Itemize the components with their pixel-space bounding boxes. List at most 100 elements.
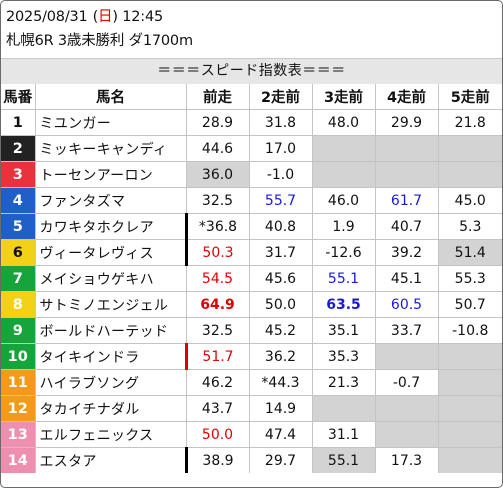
table-row: 14 エスタア 38.9 29.7 55.1 17.3: [1, 447, 502, 473]
speed-5-races-ago: [437, 343, 502, 370]
col-header-3-races-ago: 3走前: [311, 84, 376, 110]
table-row: 7 メイショウゲキハ 54.5 45.6 55.1 45.1 55.3: [1, 265, 502, 292]
horse-name: ミユンガー: [34, 109, 187, 136]
weekday-close: ): [112, 9, 118, 25]
table-row: 11 ハイラブソング 46.2 *44.3 21.3 -0.7: [1, 369, 502, 396]
speed-5-races-ago: [437, 447, 502, 473]
speed-3-races-ago: 21.3: [311, 369, 376, 396]
horse-number: 6: [1, 239, 36, 266]
speed-5-races-ago: [437, 421, 502, 448]
speed-5-races-ago: 50.7: [437, 291, 502, 318]
speed-5-races-ago: 5.3: [437, 213, 502, 240]
table-title: ＝＝＝スピード指数表＝＝＝: [1, 58, 502, 85]
speed-5-races-ago: [437, 135, 502, 162]
speed-4-races-ago: -0.7: [374, 369, 439, 396]
col-header-4-races-ago: 4走前: [374, 84, 439, 110]
horse-name: ミッキーキャンディ: [34, 135, 187, 162]
col-header-2-races-ago: 2走前: [248, 84, 313, 110]
horse-name: メイショウゲキハ: [34, 265, 187, 292]
speed-4-races-ago: 33.7: [374, 317, 439, 344]
table-row: 13 エルフェニックス 50.0 47.4 31.1: [1, 421, 502, 448]
speed-last-race: 28.9: [185, 109, 250, 136]
speed-3-races-ago: 55.1: [311, 447, 376, 473]
col-header-last-race: 前走: [185, 84, 250, 110]
speed-index-table: 馬番 馬名 前走 2走前 3走前 4走前 5走前 1 ミユンガー 28.9 31.8 4…: [1, 84, 502, 473]
speed-3-races-ago: [311, 395, 376, 422]
speed-4-races-ago: 29.9: [374, 109, 439, 136]
race-info: 札幌6R 3歳未勝利 ダ1700m: [6, 33, 193, 49]
speed-5-races-ago: -10.8: [437, 317, 502, 344]
speed-4-races-ago: [374, 421, 439, 448]
table-row: 5 カワキタホクレア *36.8 40.8 1.9 40.7 5.3: [1, 213, 502, 240]
speed-last-race: 36.0: [185, 161, 250, 188]
race-datetime: 2025/08/31 (日) 12:45: [6, 7, 163, 27]
horse-number: 1: [1, 109, 36, 136]
speed-last-race: 51.7: [184, 343, 250, 370]
speed-2-races-ago: 29.7: [248, 447, 313, 473]
horse-name: エスタア: [34, 447, 187, 473]
speed-2-races-ago: 45.6: [248, 265, 313, 292]
horse-number: 8: [1, 291, 36, 318]
horse-name: タカイチナダル: [34, 395, 187, 422]
speed-last-race: 38.9: [184, 447, 250, 473]
speed-3-races-ago: 35.3: [311, 343, 376, 370]
speed-2-races-ago: -1.0: [248, 161, 313, 188]
col-header-horse-name: 馬名: [34, 84, 187, 110]
speed-3-races-ago: [311, 135, 376, 162]
weekday: 日: [98, 9, 113, 25]
speed-last-race: 54.5: [185, 265, 250, 292]
speed-3-races-ago: 1.9: [311, 213, 376, 240]
horse-number: 7: [1, 265, 36, 292]
speed-3-races-ago: [311, 161, 376, 188]
horse-number: 9: [1, 317, 36, 344]
weekday-open: (: [92, 9, 99, 25]
speed-last-race: *36.8: [184, 213, 250, 240]
horse-name: ファンタズマ: [34, 187, 187, 214]
table-row: 4 ファンタズマ 32.5 55.7 46.0 61.7 45.0: [1, 187, 502, 214]
speed-4-races-ago: [374, 135, 439, 162]
speed-4-races-ago: 61.7: [374, 187, 439, 214]
speed-4-races-ago: 39.2: [374, 239, 439, 266]
horse-name: タイキインドラ: [34, 343, 187, 370]
speed-2-races-ago: 47.4: [248, 421, 313, 448]
horse-name: エルフェニックス: [34, 421, 187, 448]
horse-name: トーセンアーロン: [34, 161, 187, 188]
speed-5-races-ago: 21.8: [437, 109, 502, 136]
speed-3-races-ago: 46.0: [311, 187, 376, 214]
horse-number: 11: [1, 369, 36, 396]
speed-4-races-ago: 45.1: [374, 265, 439, 292]
table-row: 8 サトミノエンジェル 64.9 50.0 63.5 60.5 50.7: [1, 291, 502, 318]
table-row: 1 ミユンガー 28.9 31.8 48.0 29.9 21.8: [1, 109, 502, 136]
horse-number: 5: [1, 213, 36, 240]
horse-name: カワキタホクレア: [34, 213, 187, 240]
table-row: 12 タカイチナダル 43.7 14.9: [1, 395, 502, 422]
horse-number: 13: [1, 421, 36, 448]
col-header-number: 馬番: [1, 84, 36, 110]
speed-3-races-ago: 35.1: [311, 317, 376, 344]
horse-number: 4: [1, 187, 36, 214]
speed-4-races-ago: [374, 343, 439, 370]
table-row: 6 ヴィータレヴィス 50.3 31.7 -12.6 39.2 51.4: [1, 239, 502, 266]
horse-number: 2: [1, 135, 36, 162]
speed-last-race: 43.7: [185, 395, 250, 422]
table-row: 9 ボールドハーテッド 32.5 45.2 35.1 33.7 -10.8: [1, 317, 502, 344]
speed-5-races-ago: [437, 369, 502, 396]
speed-2-races-ago: *44.3: [248, 369, 313, 396]
horse-number: 3: [1, 161, 36, 188]
speed-2-races-ago: 14.9: [248, 395, 313, 422]
race-date: 2025/08/31: [6, 9, 88, 25]
speed-5-races-ago: 51.4: [437, 239, 502, 266]
speed-4-races-ago: [374, 161, 439, 188]
speed-last-race: 50.0: [185, 421, 250, 448]
speed-last-race: 46.2: [185, 369, 250, 396]
horse-name: ヴィータレヴィス: [34, 239, 187, 266]
speed-last-race: 50.3: [184, 239, 250, 266]
table-header-row: 馬番 馬名 前走 2走前 3走前 4走前 5走前: [1, 84, 502, 110]
speed-4-races-ago: [374, 395, 439, 422]
horse-number: 14: [1, 447, 36, 473]
speed-last-race: 64.9: [185, 291, 250, 318]
table-row: 3 トーセンアーロン 36.0 -1.0: [1, 161, 502, 188]
horse-number: 10: [1, 343, 36, 370]
col-header-5-races-ago: 5走前: [437, 84, 502, 110]
